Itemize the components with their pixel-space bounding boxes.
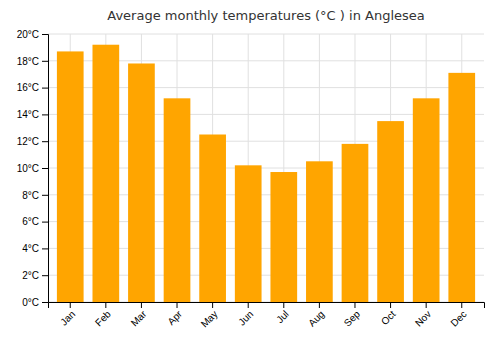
y-tick-label: 20°C (17, 29, 39, 40)
y-tick-label: 6°C (22, 216, 39, 227)
x-tick-mark (141, 302, 142, 308)
x-tick-mark (70, 302, 71, 308)
x-tick-mark (461, 302, 462, 308)
x-tick: Oct (379, 302, 398, 327)
y-tick-label: 16°C (17, 82, 39, 93)
y-grid-line (48, 34, 484, 35)
x-axis-line (49, 303, 485, 309)
y-tick-mark (42, 114, 48, 115)
y-tick-label: 8°C (22, 190, 39, 201)
y-tick: 18°C (17, 56, 48, 67)
y-tick-label: 12°C (17, 136, 39, 147)
x-tick-label: Apr (165, 308, 184, 327)
x-tick: May (199, 302, 220, 330)
x-tick: Sep (342, 302, 363, 329)
x-tick-label: Sep (342, 308, 363, 329)
y-tick-mark (42, 248, 48, 249)
y-tick-mark (42, 88, 48, 89)
y-tick-mark (42, 168, 48, 169)
x-tick-label: Aug (306, 308, 326, 328)
x-tick-label: Oct (379, 308, 398, 327)
y-tick: 4°C (22, 243, 48, 254)
x-tick: Jan (58, 302, 77, 328)
x-tick: Aug (306, 302, 326, 329)
x-tick: Nov (413, 302, 433, 329)
y-tick-mark (42, 275, 48, 276)
x-tick-mark (319, 302, 320, 308)
title: Average monthly temperatures (°C ) in An… (107, 8, 424, 23)
chart: 0°C 2°C 4°C 6°C 8°C 10°C 12°C 14°C 16°C 18°C 20°C J… (0, 0, 500, 350)
x-tick-mark (354, 302, 355, 308)
bar (413, 98, 440, 302)
y-tick: 10°C (17, 163, 48, 174)
bar (128, 63, 155, 302)
bars (57, 45, 475, 302)
x-tick-mark (212, 302, 213, 308)
grid (48, 34, 484, 302)
y-tick: 2°C (22, 270, 48, 281)
x-tick-label: May (199, 308, 220, 329)
y-tick: 12°C (17, 136, 48, 147)
x-tick-mark (248, 302, 249, 308)
y-tick-mark (42, 222, 48, 223)
y-tick: 6°C (22, 216, 48, 227)
x-tick-label: Feb (93, 308, 113, 328)
x-tick-label: Nov (413, 308, 433, 328)
bar (377, 121, 404, 302)
x-tick-label: Mar (129, 308, 149, 328)
bar (92, 45, 119, 302)
y-tick-label: 0°C (22, 297, 39, 308)
x-tick-label: Jan (58, 308, 77, 327)
x-tick-mark (283, 302, 284, 308)
x-axis: Jan Feb Mar Apr May Jun Jul Aug Sep Oct Nov Dec (49, 302, 485, 330)
bar (57, 51, 84, 302)
bar (235, 165, 262, 302)
bar (199, 135, 226, 303)
y-tick-label: 2°C (22, 270, 39, 281)
y-tick-label: 14°C (17, 109, 39, 120)
y-tick: 14°C (17, 109, 48, 120)
y-tick-label: 18°C (17, 56, 39, 67)
y-tick-mark (42, 302, 48, 303)
x-tick: Apr (165, 302, 184, 327)
x-tick-label: Jun (236, 308, 255, 327)
bar (270, 172, 297, 302)
y-tick-mark (42, 195, 48, 196)
x-tick: Mar (129, 302, 149, 328)
x-tick-label: Dec (448, 308, 468, 328)
x-tick-mark (426, 302, 427, 308)
x-tick-mark (105, 302, 106, 308)
y-tick: 0°C (22, 297, 48, 308)
bar (164, 98, 191, 302)
x-tick-mark (390, 302, 391, 308)
y-tick: 16°C (17, 82, 48, 93)
x-tick-mark (177, 302, 178, 308)
y-tick-mark (42, 61, 48, 62)
y-tick-label: 4°C (22, 243, 39, 254)
x-tick-label: Jul (274, 308, 291, 325)
y-tick: 20°C (17, 29, 48, 40)
plot: 0°C 2°C 4°C 6°C 8°C 10°C 12°C 14°C 16°C 18°C 20°C J… (17, 29, 485, 330)
y-axis-line (42, 35, 49, 303)
x-tick: Jul (274, 302, 291, 325)
y-tick-label: 10°C (17, 163, 39, 174)
x-tick: Feb (93, 302, 113, 328)
bar (306, 161, 333, 302)
bar (448, 73, 475, 302)
y-tick-mark (42, 141, 48, 142)
bar (342, 144, 369, 302)
y-tick-mark (42, 34, 48, 35)
y-axis: 0°C 2°C 4°C 6°C 8°C 10°C 12°C 14°C 16°C 18°C 20°C (17, 29, 49, 308)
x-tick: Jun (236, 302, 255, 328)
y-tick: 8°C (22, 190, 48, 201)
x-tick: Dec (448, 302, 468, 329)
